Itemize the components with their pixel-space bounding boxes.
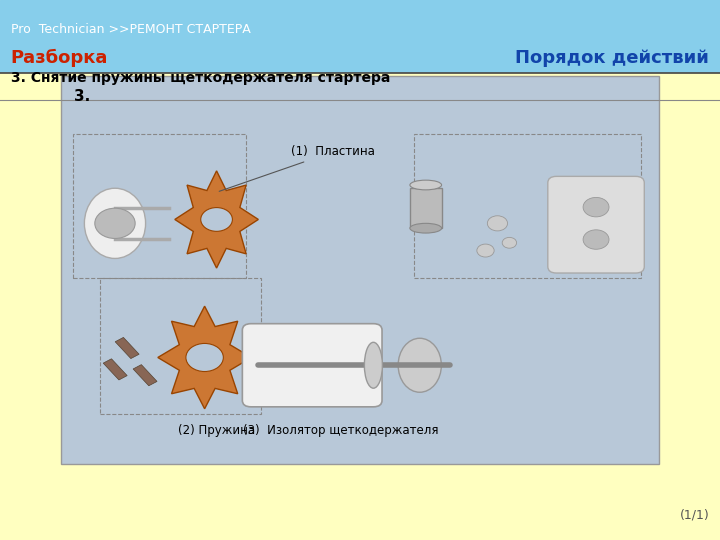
Text: Порядок действий: Порядок действий [516, 49, 709, 67]
Polygon shape [175, 171, 258, 268]
Bar [103, 359, 127, 380]
Text: (2) Пружина: (2) Пружина [178, 423, 255, 436]
Circle shape [201, 207, 233, 231]
Bar [0, 73, 720, 100]
Polygon shape [158, 306, 251, 409]
Bar [133, 364, 157, 386]
Circle shape [583, 198, 609, 217]
Ellipse shape [410, 180, 441, 190]
FancyBboxPatch shape [243, 323, 382, 407]
Ellipse shape [410, 224, 441, 233]
Circle shape [477, 244, 494, 257]
Ellipse shape [84, 188, 145, 259]
Text: 3.: 3. [74, 89, 91, 104]
Text: (3)  Изолятор щеткодержателя: (3) Изолятор щеткодержателя [243, 423, 439, 436]
Bar [61, 76, 659, 464]
Circle shape [502, 238, 516, 248]
Ellipse shape [398, 338, 441, 392]
Bar [414, 134, 641, 278]
Text: Pro  Technician >>РЕМОНТ СТАРТЕРА: Pro Technician >>РЕМОНТ СТАРТЕРА [11, 23, 251, 36]
Bar [410, 188, 441, 228]
Bar [100, 278, 261, 414]
Text: Разборка: Разборка [11, 49, 108, 67]
Text: (1/1): (1/1) [680, 508, 709, 521]
Bar [115, 338, 139, 359]
Bar [73, 134, 246, 278]
Circle shape [186, 343, 223, 372]
Circle shape [487, 216, 508, 231]
Ellipse shape [364, 342, 382, 388]
Text: 3. Снятие пружины щеткодержателя стартера: 3. Снятие пружины щеткодержателя стартер… [11, 71, 390, 85]
Text: (1)  Пластина: (1) Пластина [219, 145, 375, 191]
Circle shape [583, 230, 609, 249]
Circle shape [95, 208, 135, 239]
FancyBboxPatch shape [548, 177, 644, 273]
Bar [0, 0, 720, 73]
